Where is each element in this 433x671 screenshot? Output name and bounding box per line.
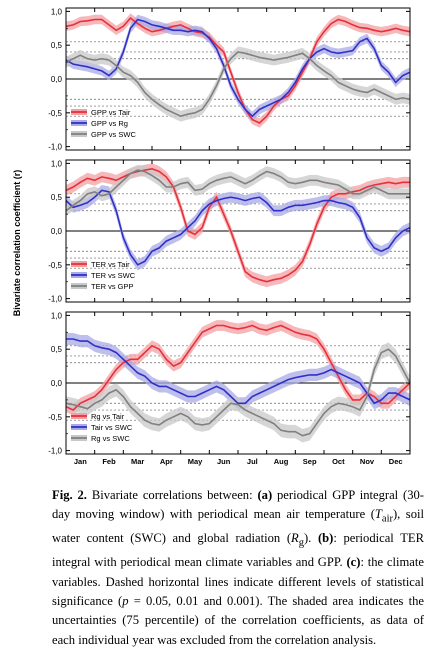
y-tick-label: 0,0: [51, 227, 63, 236]
y-tick-label: 1,0: [51, 311, 63, 320]
x-tick-label: Aug: [274, 457, 289, 466]
uncertainty-band: [66, 46, 410, 122]
legend-label: GPP vs Tair: [91, 108, 131, 117]
legend-label: Rg vs Tair: [91, 412, 125, 421]
x-tick-label: Nov: [360, 457, 375, 466]
x-tick-label: Dec: [389, 457, 403, 466]
legend: Rg vs Tair Tair vs SWC Rg vs SWC: [71, 412, 133, 443]
y-tick-label: 1,0: [51, 159, 63, 168]
uncertainty-band: [66, 342, 410, 443]
y-tick-label: -0,5: [48, 261, 62, 270]
x-tick-label: May: [188, 457, 203, 466]
y-tick-label: 0,5: [51, 345, 63, 354]
y-tick-label: 0,5: [51, 41, 63, 50]
caption-label: Fig. 2.: [52, 488, 87, 502]
caption-body: Bivariate correlations between: (a) peri…: [52, 488, 425, 647]
legend-label: Rg vs SWC: [91, 434, 130, 443]
panel-c: 1,0 0,5 0,0 -0,5 -1,0 Jan Feb Mar Apr May Jun Jul Au…: [48, 311, 411, 466]
series-line: [65, 167, 410, 283]
figure: 1,0 0,5 0,0 -0,5 -1,0 GPP vs Tair GPP vs Rg GPP…: [12, 7, 411, 466]
y-tick-label: -1,0: [48, 447, 62, 456]
y-tick-label: -0,5: [48, 109, 62, 118]
y-tick-label: -1,0: [48, 143, 62, 152]
series-line: [65, 17, 411, 124]
x-tick-label: Jan: [74, 457, 87, 466]
series-line: [65, 18, 411, 118]
y-tick-label: 0,5: [51, 193, 63, 202]
y-tick-label: 0,0: [51, 75, 63, 84]
y-tick-label: -1,0: [48, 295, 62, 304]
figure-caption: Fig. 2. Bivariate correlations between: …: [52, 486, 424, 650]
x-tick-label: Jun: [217, 457, 231, 466]
uncertainty-band: [66, 185, 410, 271]
legend-label: TER vs Tair: [91, 260, 130, 269]
x-tick-label: Jul: [247, 457, 258, 466]
x-tick-label: Apr: [160, 457, 173, 466]
y-tick-label: 1,0: [51, 7, 63, 16]
series-line: [65, 348, 411, 437]
uncertainty-band: [66, 163, 410, 288]
series-line: [65, 51, 411, 118]
series-line: [66, 338, 411, 405]
legend-label: GPP vs Rg: [91, 119, 128, 128]
y-tick-label: -0,5: [48, 413, 62, 422]
series-line: [65, 169, 410, 212]
uncertainty-band: [66, 320, 410, 416]
legend-label: TER vs SWC: [91, 271, 136, 280]
y-tick-label: 0,0: [51, 379, 63, 388]
series-line: [65, 189, 411, 266]
y-axis-label: Bivariate correlation coefficient (r): [12, 169, 22, 317]
legend: GPP vs Tair GPP vs Rg GPP vs SWC: [71, 108, 136, 139]
legend-label: GPP vs SWC: [91, 130, 136, 139]
x-tick-label: Oct: [332, 457, 345, 466]
legend-label: TER vs GPP: [91, 282, 134, 291]
x-tick-label: Mar: [131, 457, 144, 466]
uncertainty-band: [66, 164, 410, 217]
legend-label: Tair vs SWC: [91, 423, 133, 432]
series-line: [65, 324, 411, 411]
x-tick-label: Feb: [102, 457, 116, 466]
legend: TER vs Tair TER vs SWC TER vs GPP: [71, 260, 136, 291]
x-tick-label: Sep: [303, 457, 317, 466]
